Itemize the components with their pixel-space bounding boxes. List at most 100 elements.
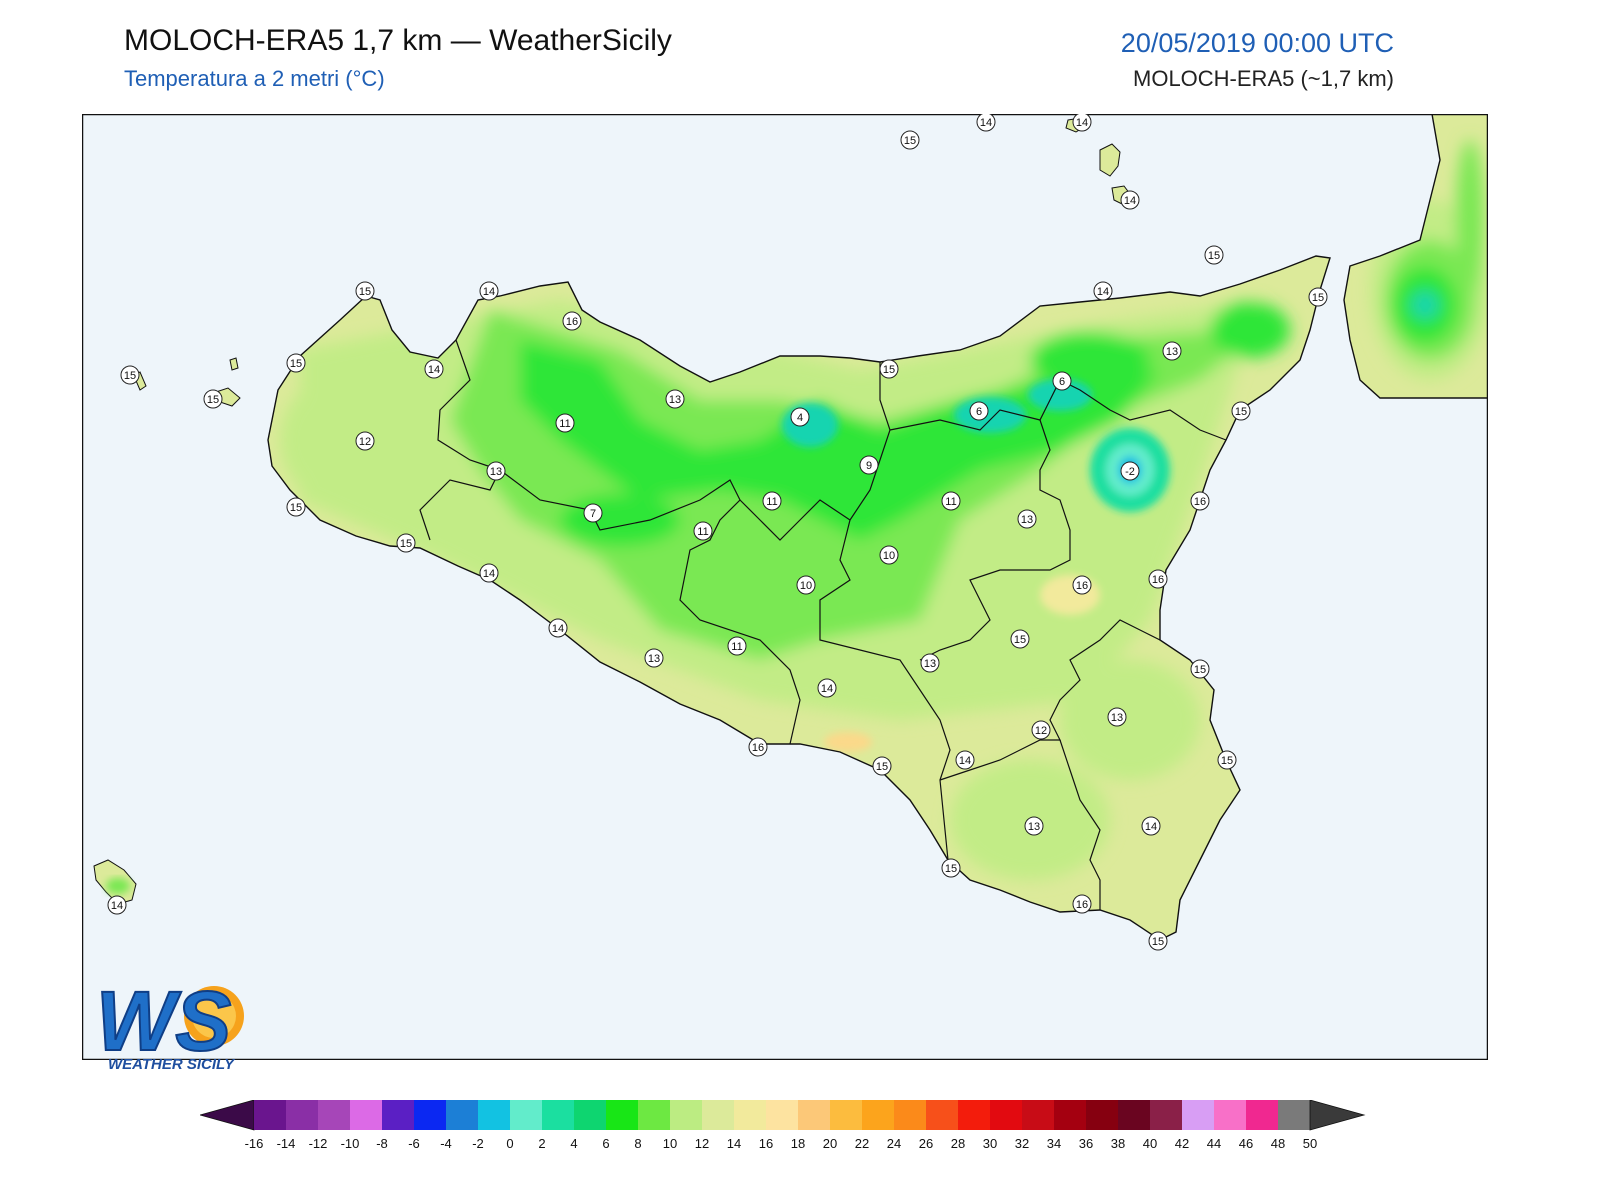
colorbar-tick-label: 36	[1079, 1136, 1093, 1151]
station-value: 12	[359, 436, 371, 448]
station-value: 15	[1014, 634, 1026, 646]
station-circle	[479, 281, 499, 301]
colorbar-tick-label: -16	[245, 1136, 264, 1151]
station-marker: 11	[941, 491, 961, 511]
colorbar-tick-label: -6	[408, 1136, 420, 1151]
station-marker: 14	[479, 281, 499, 301]
station-value: 16	[1076, 899, 1088, 911]
station-circle	[1017, 509, 1037, 529]
colorbar-tick-label: -2	[472, 1136, 484, 1151]
colorbar-legend	[200, 1100, 1366, 1131]
colorbar-cell	[1118, 1100, 1150, 1130]
station-circle	[1120, 190, 1140, 210]
station-value: 14	[1145, 821, 1157, 833]
station-circle	[976, 114, 996, 132]
station-circle	[355, 431, 375, 451]
colorbar-cell	[958, 1100, 990, 1130]
station-circle	[555, 413, 575, 433]
station-value: 16	[1194, 496, 1206, 508]
station-marker: 6	[969, 401, 989, 421]
station-marker: -2	[1120, 461, 1140, 481]
station-marker: 14	[976, 114, 996, 132]
station-circle	[1231, 401, 1251, 421]
colorbar-tick-label: 2	[538, 1136, 545, 1151]
station-marker: 15	[879, 359, 899, 379]
station-circle	[665, 389, 685, 409]
colorbar-tick-label: 32	[1015, 1136, 1029, 1151]
station-circle	[424, 359, 444, 379]
station-marker: 15	[872, 756, 892, 776]
station-value: 12	[1035, 725, 1047, 737]
colorbar-tick-label: 20	[823, 1136, 837, 1151]
station-value: 13	[1028, 821, 1040, 833]
station-circle	[1162, 341, 1182, 361]
station-marker: 13	[920, 653, 940, 673]
station-value: 7	[590, 508, 596, 520]
station-circle	[479, 563, 499, 583]
station-marker: 16	[562, 311, 582, 331]
colorbar-extend-min	[200, 1100, 255, 1131]
station-circle	[120, 365, 140, 385]
colorbar-tick-label: 46	[1239, 1136, 1253, 1151]
colorbar-tick-label: 12	[695, 1136, 709, 1151]
station-value: 15	[945, 863, 957, 875]
station-marker: 15	[941, 858, 961, 878]
colorbar-cell	[254, 1100, 286, 1130]
station-value: 16	[566, 316, 578, 328]
station-marker: 14	[479, 563, 499, 583]
station-value: 10	[800, 580, 812, 592]
station-circle	[562, 311, 582, 331]
station-circle	[941, 858, 961, 878]
station-marker: 13	[1162, 341, 1182, 361]
station-marker: 14	[1072, 114, 1092, 132]
station-circle	[817, 678, 837, 698]
colorbar-tick-labels: -16 -14 -12 -10 -8 -6 -4 -2 0 2 4 6 8 10 12 14 16 18 20 22 2…	[245, 1136, 1318, 1151]
station-marker: 16	[748, 737, 768, 757]
station-value: 11	[945, 496, 956, 508]
colorbar-cell	[766, 1100, 798, 1130]
colorbar-cell	[574, 1100, 606, 1130]
station-circle	[1072, 114, 1092, 132]
station-circle	[1190, 491, 1210, 511]
station-circle	[879, 359, 899, 379]
station-value: 14	[1076, 117, 1088, 129]
station-value: 11	[731, 641, 742, 653]
station-value: 4	[797, 412, 803, 424]
station-value: 15	[400, 538, 412, 550]
colorbar-tick-label: 30	[983, 1136, 997, 1151]
station-value: 14	[1097, 286, 1109, 298]
colorbar-tick-label: 6	[602, 1136, 609, 1151]
station-circle	[1072, 575, 1092, 595]
station-value: 11	[766, 496, 777, 508]
colorbar-cell	[798, 1100, 830, 1130]
station-value: 15	[904, 135, 916, 147]
station-value: 14	[959, 755, 971, 767]
station-value: 16	[1076, 580, 1088, 592]
station-marker: 14	[424, 359, 444, 379]
station-value: 13	[669, 394, 681, 406]
station-marker: 15	[286, 497, 306, 517]
station-circle	[107, 895, 127, 915]
station-marker: 16	[1072, 894, 1092, 914]
colorbar-cell	[1054, 1100, 1086, 1130]
station-circle	[1148, 931, 1168, 951]
colorbar-tick-label: 26	[919, 1136, 933, 1151]
station-value: 13	[1166, 346, 1178, 358]
sicily-landmass	[268, 256, 1330, 940]
station-value: 14	[111, 900, 123, 912]
station-circle	[583, 503, 603, 523]
station-circle	[396, 533, 416, 553]
station-circle	[1217, 750, 1237, 770]
colorbar-cell	[606, 1100, 638, 1130]
station-value: 15	[207, 394, 219, 406]
station-marker: 15	[1217, 750, 1237, 770]
colorbar-cell	[1278, 1100, 1310, 1130]
colorbar-cell	[350, 1100, 382, 1130]
colorbar-extend-max	[1309, 1100, 1366, 1131]
colorbar-cell	[382, 1100, 414, 1130]
colorbar-tick-label: 24	[887, 1136, 901, 1151]
colorbar-tick-label: 50	[1303, 1136, 1317, 1151]
station-circle	[693, 521, 713, 541]
station-value: 6	[1059, 376, 1065, 388]
colorbar-tick-label: 34	[1047, 1136, 1061, 1151]
